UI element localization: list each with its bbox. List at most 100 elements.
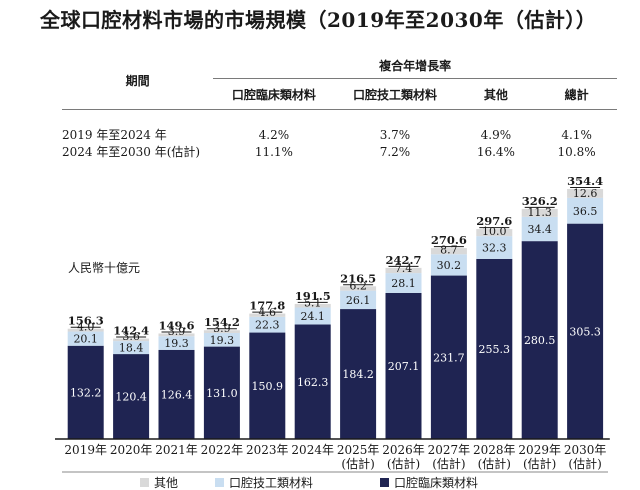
bar-segment (430, 254, 467, 276)
total-label: 177.8 (249, 299, 285, 313)
row-period: 2019 年至2024 年 (62, 128, 167, 142)
data-label: 120.4 (115, 391, 147, 404)
data-label: 231.7 (433, 351, 465, 364)
data-label: 131.0 (206, 387, 238, 400)
x-tick-label: (估計) (478, 456, 511, 471)
x-tick-label: 2030年 (564, 443, 607, 457)
data-label: 150.9 (252, 380, 284, 393)
cell-clinical: 11.1% (254, 144, 293, 159)
data-label: 24.1 (300, 310, 325, 323)
period-header: 期間 (62, 52, 214, 110)
data-label: 280.5 (524, 334, 556, 347)
data-label: 18.4 (119, 342, 144, 355)
chart-title: 全球口腔材料市場的市場規模（2019年至2030年（估計）） (40, 8, 597, 32)
data-label: 12.6 (573, 187, 598, 200)
bar-segment (113, 354, 150, 439)
data-label: 184.2 (342, 368, 374, 381)
cell-total: 4.1% (561, 127, 592, 142)
bar-segment (521, 241, 558, 439)
data-label: 32.3 (482, 242, 507, 255)
bar-segment (476, 258, 513, 439)
x-tick-label: 2022年 (201, 443, 244, 457)
bar-segment (430, 248, 467, 255)
data-label: 132.2 (70, 386, 102, 399)
x-tick-label: 2025年 (337, 443, 380, 457)
data-label: 10.0 (482, 225, 507, 238)
data-label: 255.3 (479, 343, 511, 356)
row-period: 2024 年至2030 年(估計) (62, 145, 201, 159)
x-tick-label: (估計) (387, 456, 420, 471)
data-label: 162.3 (297, 376, 329, 389)
total-label: 216.5 (340, 271, 376, 285)
bar-segment (294, 303, 331, 308)
bar-segment (476, 236, 513, 259)
y-axis-label: 人民幣十億元 (68, 261, 140, 275)
legend-label: 口腔臨床類材料 (394, 475, 478, 490)
data-label: 34.4 (527, 223, 552, 236)
bar-segment (203, 332, 240, 347)
cell-technician: 3.7% (379, 127, 411, 142)
column-header-clinical: 口腔臨床類材料 (213, 78, 335, 110)
legend-label: 口腔技工類材料 (229, 475, 313, 490)
bar-segment (249, 313, 286, 317)
data-label: 126.4 (161, 388, 193, 401)
x-tick-label: 2021年 (155, 443, 198, 457)
legend-label: 其他 (154, 476, 178, 490)
total-label: 354.4 (567, 174, 603, 188)
x-tick-label: (估計) (568, 456, 601, 471)
total-label: 142.4 (113, 324, 149, 338)
bar-segment (340, 309, 377, 439)
data-label: 28.1 (391, 277, 416, 290)
stacked-bar-chart: 人民幣十億元132.220.14.0156.32019年120.418.43.6… (55, 174, 610, 490)
bar-segment (203, 330, 240, 333)
x-tick-label: 2028年 (473, 443, 516, 457)
x-tick-label: (估計) (523, 456, 556, 471)
data-label: 30.2 (437, 259, 462, 272)
data-label: 26.1 (346, 294, 371, 307)
data-label: 305.3 (569, 325, 601, 338)
data-label: 19.3 (210, 334, 235, 347)
bar-segment (385, 267, 422, 274)
bar-segment (203, 346, 240, 439)
column-header-other: 其他 (455, 78, 537, 110)
data-label: 6.2 (349, 280, 367, 293)
x-tick-label: 2027年 (428, 443, 471, 457)
bar-segment (476, 229, 513, 237)
cagr-table: 期間 複合年增長率 口腔臨床類材料 口腔技工類材料 其他 總計 2019 年至2… (62, 52, 617, 160)
bar-segment (294, 324, 331, 439)
bar-segment (67, 328, 104, 332)
x-tick-label: (估計) (341, 456, 374, 471)
x-tick-label: 2019年 (64, 443, 107, 457)
bar-segment (113, 341, 150, 355)
x-tick-label: 2020年 (110, 443, 153, 457)
total-label: 297.6 (476, 214, 512, 228)
column-header-total: 總計 (536, 78, 617, 110)
bar-segment (158, 349, 195, 439)
bar-segment (249, 316, 286, 333)
bar-segment (340, 286, 377, 291)
bar-segment (385, 292, 422, 439)
total-label: 326.2 (522, 194, 558, 208)
cell-other: 16.4% (476, 144, 515, 159)
cagr-group-header: 複合年增長率 (213, 52, 617, 79)
total-label: 191.5 (295, 289, 331, 303)
data-label: 5.1 (304, 297, 322, 310)
bar-segment (67, 331, 104, 346)
legend-swatch (215, 478, 224, 487)
cell-other: 4.9% (480, 127, 512, 142)
cell-clinical: 4.2% (258, 127, 290, 142)
x-tick-label: 2024年 (291, 443, 334, 457)
column-header-technician: 口腔技工類材料 (334, 78, 456, 110)
bar-segment (521, 216, 558, 242)
total-label: 149.6 (158, 318, 194, 332)
x-tick-label: (估計) (432, 456, 465, 471)
bar-segment (567, 189, 604, 198)
data-label: 19.3 (164, 337, 189, 350)
data-label: 207.1 (388, 360, 420, 373)
cell-total: 10.8% (557, 144, 596, 159)
bar-segment (249, 332, 286, 439)
cell-technician: 7.2% (379, 144, 411, 159)
table-row: 2019 年至2024 年 4.2% 3.7% 4.9% 4.1% (62, 126, 617, 143)
x-tick-label: 2026年 (382, 443, 425, 457)
data-label: 20.1 (73, 333, 98, 346)
